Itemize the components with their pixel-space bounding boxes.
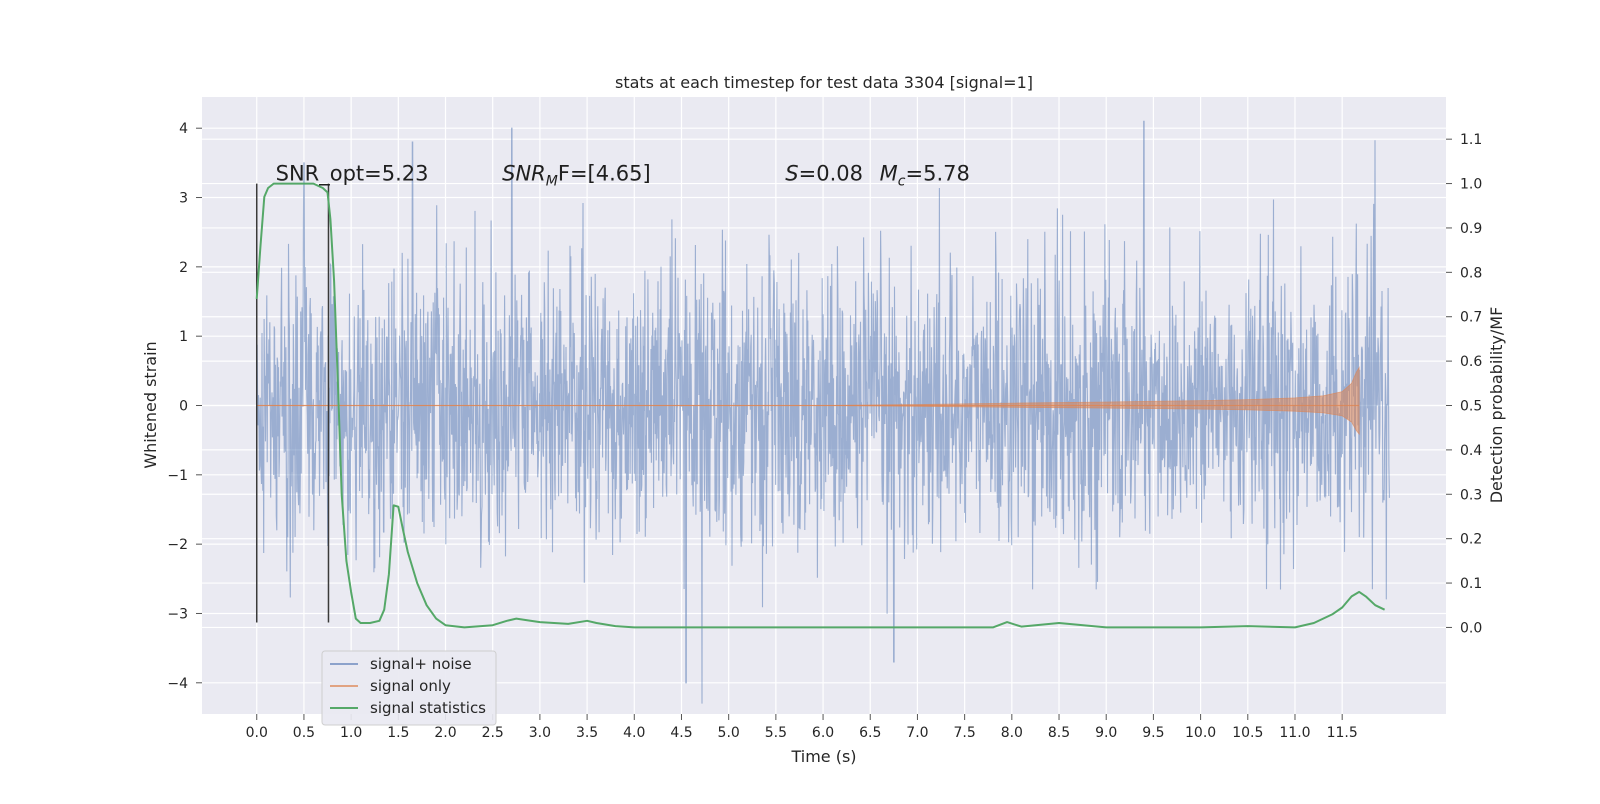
y-left-tick-label: 1 (179, 329, 188, 345)
x-tick-label: 1.5 (387, 725, 409, 741)
annotation-2: S=0.08 (785, 162, 863, 186)
annotation-0: SNR_opt=5.23 (276, 162, 429, 187)
x-tick-label: 0.0 (246, 725, 268, 741)
y-left-tick-label: −4 (167, 676, 188, 692)
signal-noise-line (256, 120, 1390, 704)
y-right-tick-label: 0.5 (1460, 399, 1482, 415)
x-tick-label: 9.5 (1142, 725, 1164, 741)
annotation-1: SNRMF=[4.65] (502, 162, 651, 190)
annotation-var: M (880, 162, 898, 186)
y-right-tick-label: 0.3 (1460, 487, 1482, 503)
y-left-tick-label: 0 (179, 399, 188, 415)
x-tick-label: 2.0 (434, 725, 456, 741)
legend: signal+ noise signal only signal statist… (321, 650, 497, 726)
x-tick-label: 10.0 (1185, 725, 1216, 741)
y-left-tick-label: 2 (179, 260, 188, 276)
legend-label-signal-noise: signal+ noise (370, 655, 472, 673)
y-left-tick-label: −3 (167, 606, 188, 622)
annotations: SNR_opt=5.23 SNRMF=[4.65] S=0.08 Mc=5.78 (276, 162, 970, 190)
y-right-tick-label: 0.6 (1460, 354, 1482, 370)
y-left-tick-label: 3 (179, 191, 188, 207)
y-right-tick-label: 0.7 (1460, 310, 1482, 326)
y-right-tick-label: 0.1 (1460, 576, 1482, 592)
annotation-var: SNR (502, 162, 546, 186)
annotation-var: S (785, 162, 798, 186)
annotation-rest: F=[4.65] (558, 162, 651, 186)
signal-statistics-series (255, 182, 1386, 629)
y-right-tick-label: 0.4 (1460, 443, 1482, 459)
annotation-text: SNR_opt=5.23 (276, 162, 429, 187)
y-right-tick-label: 1.0 (1460, 177, 1482, 193)
y-right-tick-label: 1.1 (1460, 132, 1482, 148)
signal-noise-series (256, 120, 1390, 704)
x-tick-label: 11.5 (1327, 725, 1358, 741)
x-tick-label: 8.0 (1001, 725, 1023, 741)
x-tick-label: 7.5 (954, 725, 976, 741)
x-tick-label: 6.5 (859, 725, 881, 741)
x-tick-label: 8.5 (1048, 725, 1070, 741)
y-right-tick-label: 0.8 (1460, 265, 1482, 281)
x-tick-label: 5.5 (765, 725, 787, 741)
x-tick-label: 0.5 (293, 725, 315, 741)
y-axis-label-right: Detection probability/MF (1487, 307, 1506, 504)
x-tick-label: 2.5 (482, 725, 504, 741)
annotation-rest: =5.78 (906, 162, 970, 186)
annotation-sub: c (898, 174, 906, 190)
signal-statistics-line (255, 182, 1386, 629)
x-tick-label: 7.0 (906, 725, 928, 741)
x-tick-label: 1.0 (340, 725, 362, 741)
x-tick-label: 10.5 (1232, 725, 1263, 741)
y-left-tick-label: 4 (179, 121, 188, 137)
x-tick-label: 5.0 (718, 725, 740, 741)
signal-only-envelope (256, 365, 1360, 436)
x-tick-label: 11.0 (1279, 725, 1310, 741)
annotation-sub: M (546, 174, 558, 190)
x-tick-label: 3.0 (529, 725, 551, 741)
y-right-tick-label: 0.9 (1460, 221, 1482, 237)
y-right-tick-label: 0.2 (1460, 532, 1482, 548)
annotation-3: Mc=5.78 (880, 162, 970, 190)
chart-title: stats at each timestep for test data 330… (615, 73, 1033, 92)
y-left-tick-label: −2 (167, 537, 188, 553)
y-left-tick-label: −1 (167, 468, 188, 484)
y-right-tick-label: 0.0 (1460, 620, 1482, 636)
x-tick-label: 4.5 (670, 725, 692, 741)
x-tick-label: 9.0 (1095, 725, 1117, 741)
signal-only-series (256, 365, 1360, 436)
vertical-markers (255, 183, 330, 623)
y-axis-label-left: Whitened strain (141, 341, 160, 468)
x-tick-label: 4.0 (623, 725, 645, 741)
legend-label-signal-statistics: signal statistics (370, 699, 486, 717)
legend-label-signal-only: signal only (370, 677, 451, 695)
x-axis-label: Time (s) (790, 747, 856, 766)
tick-labels: 0.0 0.5 1.0 1.5 2.0 2.5 3.0 3.5 4.0 4.5 5.0 5.5 6.0 6… (167, 121, 1482, 741)
annotation-rest: =0.08 (799, 162, 863, 186)
legend-box (321, 650, 497, 726)
x-tick-label: 3.5 (576, 725, 598, 741)
x-tick-label: 6.0 (812, 725, 834, 741)
